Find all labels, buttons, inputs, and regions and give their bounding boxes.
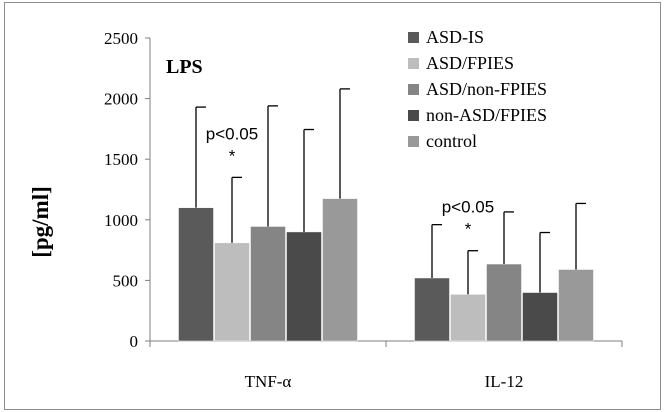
x-axis: TNF-α IL-12	[149, 340, 623, 391]
legend-label: ASD-IS	[426, 27, 484, 47]
bar	[250, 226, 286, 342]
y-axis-label: [pg/ml]	[28, 186, 53, 258]
legend-label: control	[426, 131, 477, 151]
bar	[322, 198, 358, 342]
legend-label: non-ASD/FPIES	[426, 105, 547, 125]
y-tick-label: 2500	[104, 29, 138, 48]
legend-swatch	[408, 110, 419, 121]
bar	[178, 207, 214, 342]
legend: ASD-IS ASD/FPIES ASD/non-FPIES non-ASD/FPIE…	[408, 27, 547, 151]
x-tick-label: TNF-α	[245, 372, 292, 391]
bar	[486, 263, 522, 342]
legend-swatch	[408, 58, 419, 69]
bar	[286, 231, 322, 342]
y-tick-label: 0	[130, 332, 139, 351]
y-axis: 0 500 1000 1500 2000 2500	[104, 29, 151, 351]
error-bars-layer	[195, 88, 586, 295]
panel-label: LPS	[166, 56, 203, 78]
bar	[450, 294, 486, 342]
legend-label: ASD/non-FPIES	[426, 79, 547, 99]
x-tick-label: IL-12	[485, 372, 524, 391]
legend-label: ASD/FPIES	[426, 53, 514, 73]
bar	[214, 242, 250, 342]
bars-layer	[178, 198, 594, 342]
y-tick-label: 1000	[104, 211, 138, 230]
significance-marker: *	[229, 146, 236, 165]
bar	[414, 277, 450, 342]
bar	[558, 269, 594, 342]
legend-swatch	[408, 136, 419, 147]
significance-label: p<0.05	[206, 124, 258, 143]
legend-swatch	[408, 32, 419, 43]
y-tick-label: 500	[113, 271, 139, 290]
legend-swatch	[408, 84, 419, 95]
bar	[522, 292, 558, 342]
y-tick-label: 1500	[104, 150, 138, 169]
annotations-layer: p<0.05 * p<0.05 *	[206, 124, 494, 238]
significance-marker: *	[465, 220, 472, 239]
significance-label: p<0.05	[442, 198, 494, 217]
y-tick-label: 2000	[104, 90, 138, 109]
